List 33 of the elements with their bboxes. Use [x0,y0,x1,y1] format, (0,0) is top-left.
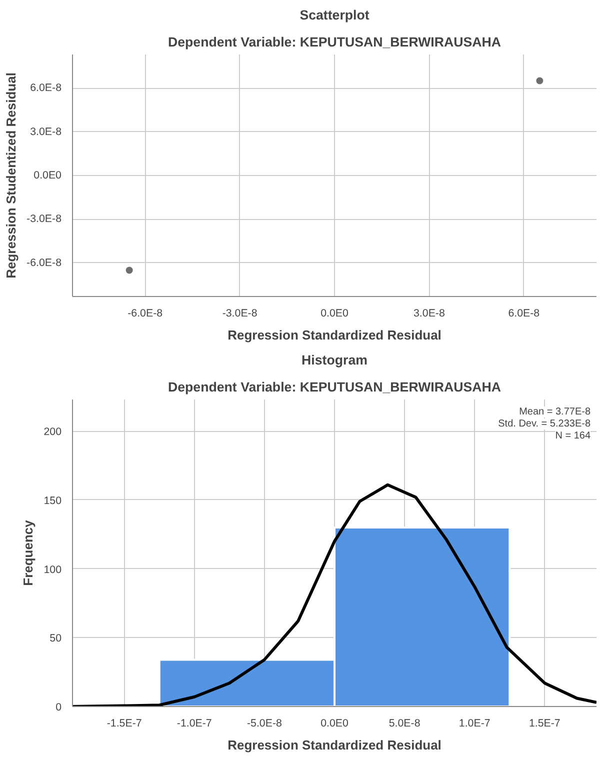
y-tick-label: -6.0E-8 [26,256,62,269]
y-tick-label: 200 [44,426,62,438]
x-tick-label: -1.5E-7 [106,718,142,730]
chart-title: Histogram [302,352,368,368]
x-axis-title: Regression Standardized Residual [228,738,442,752]
x-tick-label: 1.0E-7 [458,718,490,730]
y-tick-label: 0 [56,702,62,714]
y-tick-label: 0.0E0 [34,170,62,182]
x-tick-label: -5.0E-8 [246,718,282,730]
x-tick-label: -1.0E-7 [176,718,212,730]
y-tick-label: -3.0E-8 [26,213,62,226]
x-tick-label: -3.0E-8 [222,308,258,320]
y-tick-label: 50 [50,632,62,645]
x-tick-label: 1.5E-7 [528,718,560,730]
y-tick-label: 150 [44,495,62,507]
chart-subtitle: Dependent Variable: KEPUTUSAN_BERWIRAUSAHA [168,34,502,50]
y-axis-title: Frequency [20,519,36,586]
x-tick-label: -6.0E-8 [128,308,163,320]
annotation: Mean = 3.77E-8 [519,406,591,418]
annotation: Std. Dev. = 5.233E-8 [498,418,591,430]
x-tick-label: 3.0E-8 [414,308,445,320]
x-axis-title: Regression Standardized Residual [228,328,442,342]
y-tick-label: 6.0E-8 [30,82,62,94]
x-tick-label: 5.0E-8 [388,718,420,730]
x-tick-label: 0.0E0 [320,308,348,320]
y-tick-label: 100 [44,564,62,576]
chart-title: Scatterplot [300,8,370,22]
annotation: N = 164 [555,430,591,442]
x-tick-label: 0.0E0 [320,718,348,730]
y-axis-title: Regression Studentized Residual [4,72,19,278]
x-tick-label: 6.0E-8 [508,308,540,320]
chart-subtitle: Dependent Variable: KEPUTUSAN_BERWIRAUSAHA [168,380,502,394]
y-tick-label: 3.0E-8 [30,126,62,138]
